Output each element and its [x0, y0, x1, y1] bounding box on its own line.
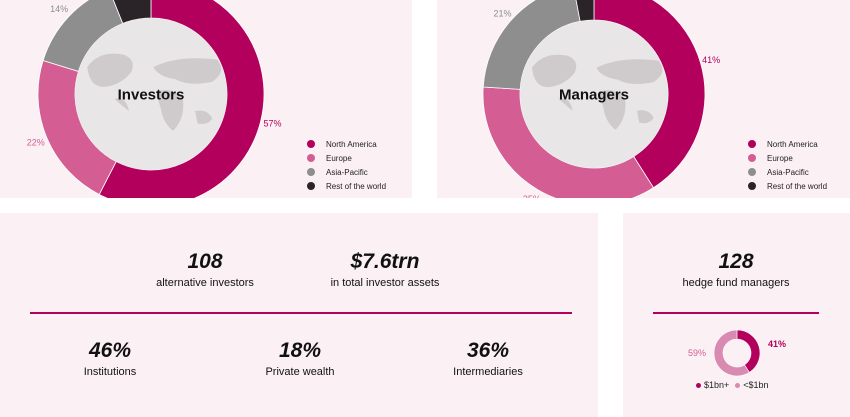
legend-swatch: [307, 154, 315, 162]
managers-count: 128: [718, 250, 754, 273]
managers-count-label: hedge fund managers: [682, 277, 790, 289]
legend-label: Rest of the world: [326, 181, 387, 191]
private-wealth-pct: 18%: [278, 339, 322, 362]
legend-swatch: [748, 140, 756, 148]
investor-stats-panel: 108 alternative investors $7.6trn in tot…: [0, 213, 598, 417]
managers-panel: 41%35%21%3%Managers North AmericaEuropeA…: [437, 0, 850, 198]
aum-label-small: 59%: [688, 348, 706, 358]
legend-label: Rest of the world: [767, 181, 828, 191]
legend-label: Asia-Pacific: [767, 167, 809, 177]
legend-swatch: [748, 168, 756, 176]
intermediaries-pct: 36%: [466, 339, 510, 362]
investors-count: 108: [187, 250, 223, 273]
total-assets-label: in total investor assets: [330, 277, 440, 289]
legend-swatch: [307, 182, 315, 190]
legend-item-asia-pacific: Asia-Pacific: [748, 165, 827, 179]
legend-item-north-america: North America: [307, 137, 386, 151]
intermediaries-label: Intermediaries: [453, 366, 523, 378]
legend-label: Asia-Pacific: [326, 167, 368, 177]
investors-panel: 57%22%14%6%Investors North AmericaEurope…: [0, 0, 412, 198]
legend-swatch: [307, 168, 315, 176]
institutions-label: Institutions: [83, 366, 137, 378]
aum-legend-swatch: [735, 382, 741, 388]
legend-swatch: [748, 154, 756, 162]
hedge-fund-panel: 128 hedge fund managers 41% 59% $1bn+ <$1b…: [623, 213, 850, 417]
aum-slice-1bn: [713, 329, 750, 377]
aum-legend-swatch: [696, 382, 701, 388]
legend-item-north-america: North America: [748, 137, 827, 151]
legend-swatch: [748, 182, 756, 190]
chart-title: Managers: [559, 86, 629, 103]
slice-label-asia-pacific: 14%: [50, 4, 68, 14]
world-map-graphic: [87, 53, 222, 131]
aum-donut-chart: 41% 59%: [688, 329, 786, 377]
legend-swatch: [307, 140, 315, 148]
managers-donut-chart: 41%35%21%3%Managers: [482, 0, 720, 198]
investors-count-label: alternative investors: [156, 277, 254, 289]
chart-title: Investors: [118, 86, 185, 103]
legend-label: Europe: [767, 153, 793, 163]
aum-legend-label-1bn: $1bn+: [704, 380, 730, 390]
world-map-graphic: [531, 54, 663, 130]
institutions-pct: 46%: [88, 339, 132, 362]
legend-label: North America: [767, 139, 818, 149]
slice-label-europe: 35%: [523, 194, 541, 198]
legend-item-europe: Europe: [307, 151, 386, 165]
managers-legend: North America Europe Asia-Pacific Rest of t…: [748, 137, 827, 193]
aum-legend: $1bn+ <$1bn: [693, 380, 772, 390]
private-wealth-label: Private wealth: [265, 366, 335, 378]
divider: [30, 312, 572, 314]
hedge-divider: [653, 312, 819, 314]
aum-slice-1bn: [736, 329, 761, 373]
slice-label-europe: 22%: [27, 137, 45, 147]
investors-donut-chart: 57%22%14%6%Investors: [27, 0, 281, 198]
slice-label-north-america: 57%: [263, 118, 281, 128]
aum-legend-label-1bn: <$1bn: [743, 380, 769, 390]
aum-label-large: 41%: [768, 339, 786, 349]
legend-item-europe: Europe: [748, 151, 827, 165]
total-assets-value: $7.6trn: [350, 250, 420, 273]
slice-label-asia-pacific: 21%: [493, 8, 511, 18]
legend-item-asia-pacific: Asia-Pacific: [307, 165, 386, 179]
legend-item-rest-of-the-world: Rest of the world: [748, 179, 827, 193]
legend-label: Europe: [326, 153, 352, 163]
legend-label: North America: [326, 139, 377, 149]
slice-label-north-america: 41%: [702, 55, 720, 65]
investors-legend: North America Europe Asia-Pacific Rest of t…: [307, 137, 386, 193]
legend-item-rest-of-the-world: Rest of the world: [307, 179, 386, 193]
